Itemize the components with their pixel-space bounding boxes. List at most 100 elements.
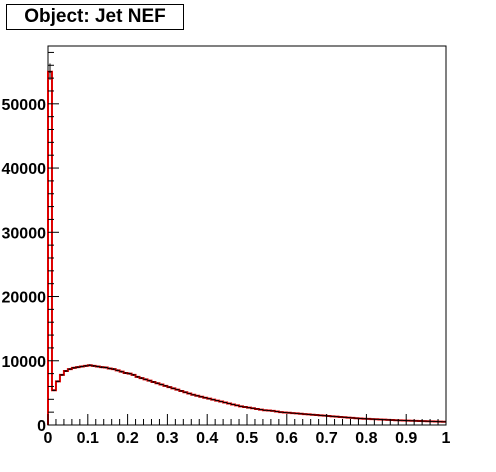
data-point <box>258 409 263 411</box>
y-tick-label: 40000 <box>2 161 47 178</box>
data-point <box>147 379 152 382</box>
y-tick-label: 50000 <box>2 97 47 114</box>
y-tick-label: 0 <box>37 418 46 435</box>
data-point <box>334 416 339 418</box>
data-point <box>191 394 196 396</box>
data-point <box>270 410 275 412</box>
reference-line-layer <box>47 70 446 425</box>
data-point <box>278 411 283 413</box>
data-point <box>115 369 120 372</box>
data-point <box>215 399 220 402</box>
x-tick-label: 0.4 <box>196 430 218 447</box>
data-point <box>286 412 291 414</box>
data-point <box>247 407 251 409</box>
data-point <box>151 381 156 383</box>
x-tick-label: 0.1 <box>77 430 99 447</box>
x-tick-label: 1 <box>442 430 451 447</box>
data-point <box>350 417 355 419</box>
data-point <box>370 418 375 420</box>
data-point <box>143 378 148 381</box>
data-point <box>322 415 327 417</box>
x-tick-label: 0 <box>44 430 53 447</box>
data-point <box>402 420 407 422</box>
data-point <box>302 413 307 415</box>
data-point <box>67 368 72 371</box>
data-point <box>386 419 391 421</box>
data-point <box>290 412 295 414</box>
data-point <box>187 392 192 395</box>
data-point <box>59 373 64 376</box>
data-point <box>406 420 411 422</box>
data-point <box>103 366 108 369</box>
x-tick-label: 0.2 <box>116 430 138 447</box>
data-point <box>167 386 172 388</box>
x-tick-label: 0.9 <box>395 430 417 447</box>
data-point <box>306 413 311 415</box>
data-point <box>159 383 164 386</box>
data-point <box>51 389 56 392</box>
data-point <box>354 417 359 419</box>
data-point <box>422 420 427 422</box>
data-point <box>330 415 335 417</box>
data-point <box>48 63 52 80</box>
data-point <box>79 365 84 368</box>
data-point <box>87 364 92 367</box>
data-point <box>235 404 240 406</box>
data-point <box>418 420 423 422</box>
data-point <box>231 403 236 406</box>
data-point <box>414 420 419 422</box>
data-point <box>135 375 140 378</box>
x-tick-label: 0.8 <box>355 430 377 447</box>
y-tick-label: 20000 <box>2 290 47 307</box>
data-point <box>71 366 76 369</box>
data-point <box>163 385 168 387</box>
data-point <box>63 370 68 372</box>
data-point <box>338 416 343 418</box>
data-point <box>111 368 116 371</box>
data-point <box>314 414 319 416</box>
data-points-layer <box>48 63 446 423</box>
x-tick-label: 0.5 <box>236 430 258 447</box>
chart-title-box: Object: Jet NEF <box>6 4 184 30</box>
data-point <box>155 382 160 385</box>
data-point <box>107 367 112 370</box>
data-point <box>183 391 188 393</box>
data-point <box>171 387 176 390</box>
data-point <box>398 419 403 421</box>
data-point <box>298 413 303 415</box>
y-tick-label: 10000 <box>2 354 47 371</box>
data-point <box>390 419 395 421</box>
data-point <box>326 415 331 417</box>
data-point <box>75 366 80 369</box>
data-point <box>254 408 259 410</box>
data-point <box>410 420 415 422</box>
data-point <box>219 400 224 403</box>
axes-layer: 0 0.1 0.2 0.3 0.4 0.5 0.6 0.7 0.8 0.9 1 0 10000 20000… <box>2 51 451 447</box>
x-tick-label: 0.6 <box>276 430 298 447</box>
reference-histogram-line <box>47 70 446 425</box>
y-tick-label: 30000 <box>2 225 47 242</box>
data-point <box>378 418 383 420</box>
data-point <box>223 401 228 404</box>
data-point <box>119 370 124 373</box>
data-point <box>362 418 367 420</box>
data-point <box>346 417 351 419</box>
data-point <box>243 406 247 408</box>
data-point <box>310 414 315 416</box>
data-point <box>374 418 379 420</box>
data-point <box>266 410 271 412</box>
data-point <box>250 407 255 409</box>
data-point <box>55 380 60 383</box>
data-point <box>127 372 132 375</box>
data-point <box>294 412 299 414</box>
data-point <box>382 419 387 421</box>
chart-title: Object: Jet NEF <box>24 6 166 27</box>
data-point <box>366 418 371 420</box>
data-point <box>95 365 100 368</box>
data-point <box>239 405 244 407</box>
x-tick-label: 0.3 <box>156 430 178 447</box>
data-point <box>203 397 208 399</box>
data-point <box>139 377 144 379</box>
data-point <box>274 411 279 413</box>
